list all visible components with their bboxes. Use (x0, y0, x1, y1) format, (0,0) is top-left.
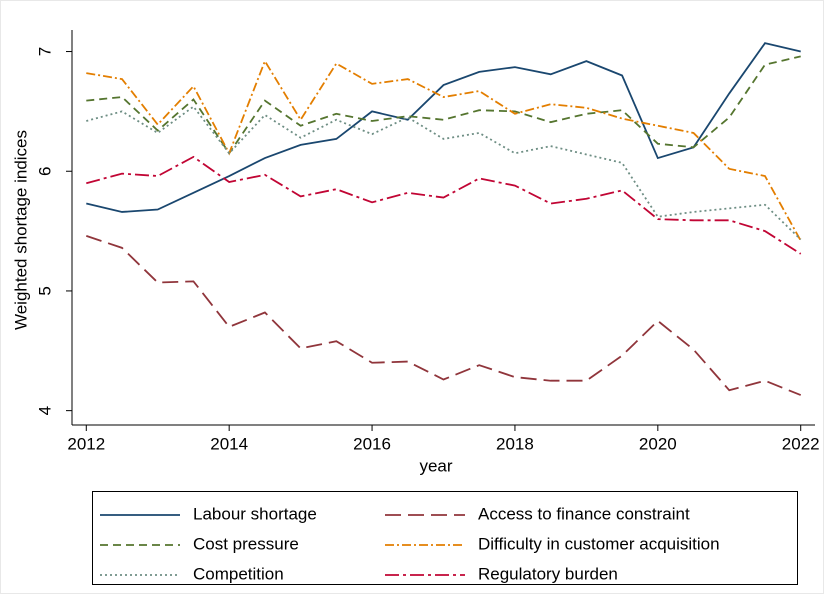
x-tick-label: 2016 (353, 434, 391, 453)
series-line (86, 105, 802, 241)
x-tick-label: 2022 (782, 434, 820, 453)
series-line (86, 42, 801, 213)
series-line (86, 155, 802, 255)
legend-box (92, 491, 798, 585)
y-axis-label: Weighted shortage indices (11, 130, 30, 330)
series-line (86, 235, 802, 396)
x-tick-label: 2012 (67, 434, 105, 453)
legend-label: Regulatory burden (478, 564, 618, 583)
legend-label: Competition (193, 564, 284, 583)
legend-label: Access to finance constraint (478, 504, 690, 523)
y-tick-label: 6 (35, 167, 54, 176)
legend-label: Cost pressure (193, 534, 299, 553)
series-line (86, 59, 802, 242)
x-tick-label: 2014 (210, 434, 248, 453)
x-tick-label: 2020 (639, 434, 677, 453)
series-line (86, 55, 801, 155)
legend-label: Difficulty in customer acquisition (478, 534, 720, 553)
y-tick-label: 5 (35, 286, 54, 295)
y-tick-label: 4 (35, 406, 54, 415)
x-axis-label: year (419, 456, 452, 475)
x-tick-label: 2018 (496, 434, 534, 453)
legend-label: Labour shortage (193, 504, 317, 523)
y-tick-label: 7 (35, 47, 54, 56)
